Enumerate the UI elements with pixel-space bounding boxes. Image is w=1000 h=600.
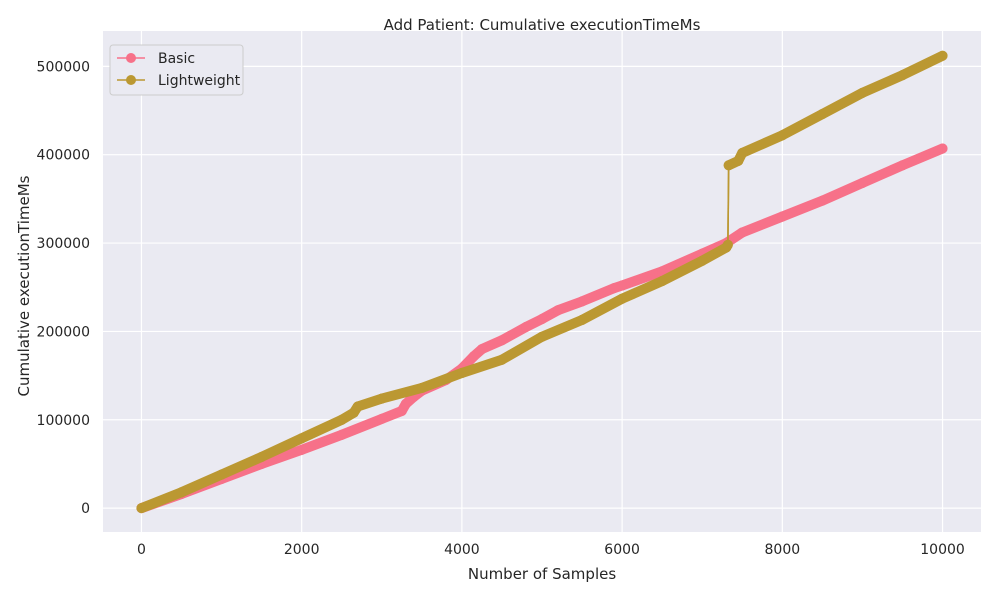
series-basic-point — [897, 160, 908, 171]
series-basic-point — [520, 322, 531, 333]
series-basic-point — [737, 227, 748, 238]
series-lightweight-point — [733, 155, 744, 166]
series-lightweight — [136, 50, 948, 514]
series-lightweight-point — [176, 487, 187, 498]
x-tick-label: 2000 — [284, 542, 320, 558]
y-tick-label: 500000 — [37, 59, 90, 75]
series-lightweight-point — [657, 276, 668, 287]
series-basic-point — [296, 444, 307, 455]
series-lightweight-point — [897, 70, 908, 81]
series-lightweight-point — [376, 393, 387, 404]
series-lightweight-point — [136, 503, 147, 514]
series-basic-point — [577, 296, 588, 307]
series-basic-point — [468, 351, 479, 362]
series-basic-point — [336, 429, 347, 440]
series-layer — [136, 50, 948, 514]
series-basic-point — [553, 305, 564, 316]
series-lightweight-point — [336, 414, 347, 425]
legend: Basic Lightweight — [109, 44, 244, 96]
series-lightweight-point — [697, 255, 708, 266]
series-lightweight-point — [737, 147, 748, 158]
series-lightweight-point — [537, 331, 547, 342]
series-lightweight-point — [817, 109, 828, 120]
legend-marker-lightweight — [126, 75, 136, 85]
x-tick-label: 6000 — [604, 542, 640, 558]
series-lightweight-point — [617, 293, 628, 304]
legend-marker-basic — [126, 53, 136, 63]
y-tick-label: 400000 — [37, 148, 90, 164]
x-axis-ticks: 0 2000 4000 6000 8000 10000 — [137, 542, 965, 558]
series-lightweight-point — [777, 130, 788, 141]
series-lightweight-point — [456, 367, 467, 378]
series-lightweight-point — [577, 314, 588, 325]
series-basic-point — [937, 143, 948, 154]
series-lightweight-point — [723, 160, 734, 171]
series-basic-point — [537, 314, 547, 325]
series-basic-point — [657, 266, 668, 277]
x-tick-label: 8000 — [765, 542, 801, 558]
y-tick-label: 300000 — [37, 236, 90, 252]
series-basic-point — [496, 335, 507, 346]
series-basic-point — [376, 413, 387, 424]
series-lightweight-point — [216, 469, 227, 480]
y-tick-label: 200000 — [37, 324, 90, 340]
y-axis-label: Cumulative executionTimeMs — [15, 175, 33, 396]
y-axis-ticks: 0 100000 200000 300000 400000 500000 — [37, 59, 90, 517]
plot-area — [103, 31, 981, 532]
legend-label-basic: Basic — [158, 51, 195, 67]
series-lightweight-point — [496, 354, 507, 365]
series-basic-point — [476, 344, 487, 355]
x-tick-label: 0 — [137, 542, 146, 558]
series-basic-point — [609, 283, 620, 294]
series-lightweight-point — [352, 401, 363, 412]
series-basic-point — [777, 211, 788, 222]
x-tick-label: 10000 — [920, 542, 965, 558]
series-lightweight-point — [857, 87, 868, 98]
y-tick-label: 100000 — [37, 413, 90, 429]
series-basic-point — [857, 177, 868, 188]
series-basic-point — [817, 195, 828, 206]
series-lightweight-point — [722, 239, 733, 250]
y-tick-label: 0 — [81, 501, 90, 517]
series-basic-point — [617, 280, 628, 291]
series-lightweight-point — [256, 451, 267, 462]
legend-label-lightweight: Lightweight — [158, 73, 241, 89]
series-lightweight-point — [416, 382, 427, 393]
series-lightweight-point — [937, 50, 948, 61]
series-lightweight-point — [296, 433, 307, 444]
x-axis-label: Number of Samples — [468, 565, 616, 583]
series-basic-point — [400, 398, 411, 409]
x-tick-label: 4000 — [444, 542, 480, 558]
chart-title: Add Patient: Cumulative executionTimeMs — [384, 16, 701, 34]
gridlines — [103, 31, 981, 532]
